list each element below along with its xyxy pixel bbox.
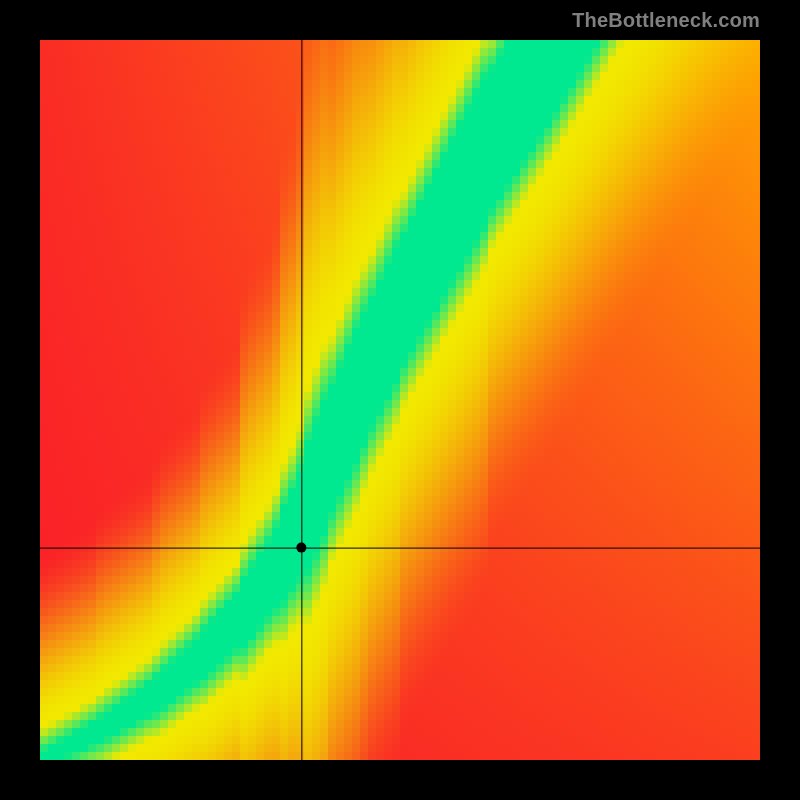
watermark-label: TheBottleneck.com bbox=[572, 10, 760, 33]
heatmap-canvas bbox=[0, 0, 800, 800]
chart-container: TheBottleneck.com bbox=[0, 0, 800, 800]
